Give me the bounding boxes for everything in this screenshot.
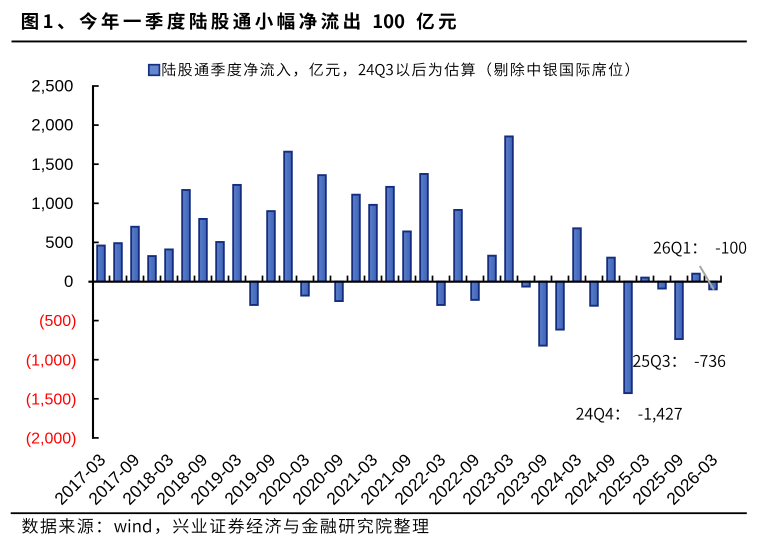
- svg-text:(2,000): (2,000): [26, 431, 77, 448]
- svg-text:(1,000): (1,000): [26, 352, 77, 369]
- svg-text:500: 500: [45, 233, 73, 252]
- svg-text:1,500: 1,500: [31, 155, 73, 174]
- svg-text:2,000: 2,000: [31, 116, 73, 135]
- svg-text:2,500: 2,500: [31, 77, 73, 96]
- svg-text:0: 0: [64, 272, 73, 291]
- svg-text:1,000: 1,000: [31, 194, 73, 213]
- svg-text:(1,500): (1,500): [26, 391, 77, 408]
- svg-text:(500): (500): [39, 313, 76, 330]
